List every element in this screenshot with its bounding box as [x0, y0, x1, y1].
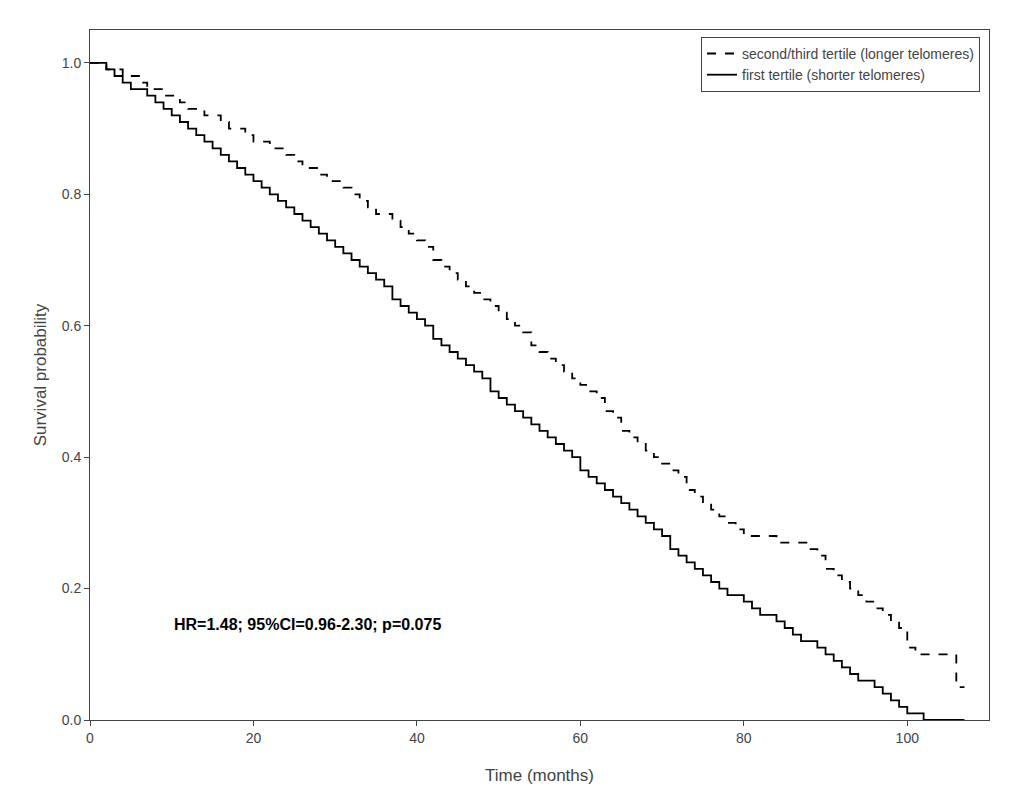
svg-text:Survival probability: Survival probability — [31, 303, 50, 446]
svg-text:0.8: 0.8 — [62, 186, 82, 202]
svg-text:0.0: 0.0 — [62, 712, 82, 728]
svg-text:20: 20 — [246, 730, 262, 746]
svg-text:0.6: 0.6 — [62, 318, 82, 334]
svg-text:0.2: 0.2 — [62, 580, 82, 596]
svg-text:40: 40 — [409, 730, 425, 746]
svg-text:80: 80 — [736, 730, 752, 746]
svg-text:Time (months): Time (months) — [485, 766, 594, 785]
svg-text:first tertile (shorter telomer: first tertile (shorter telomeres) — [742, 67, 925, 83]
svg-text:100: 100 — [896, 730, 920, 746]
svg-text:1.0: 1.0 — [62, 55, 82, 71]
svg-text:0: 0 — [86, 730, 94, 746]
svg-text:second/third tertile (longer t: second/third tertile (longer telomeres) — [742, 46, 974, 62]
svg-text:HR=1.48; 95%CI=0.96-2.30; p=0.: HR=1.48; 95%CI=0.96-2.30; p=0.075 — [174, 616, 441, 633]
svg-text:0.4: 0.4 — [62, 449, 82, 465]
svg-text:60: 60 — [573, 730, 589, 746]
